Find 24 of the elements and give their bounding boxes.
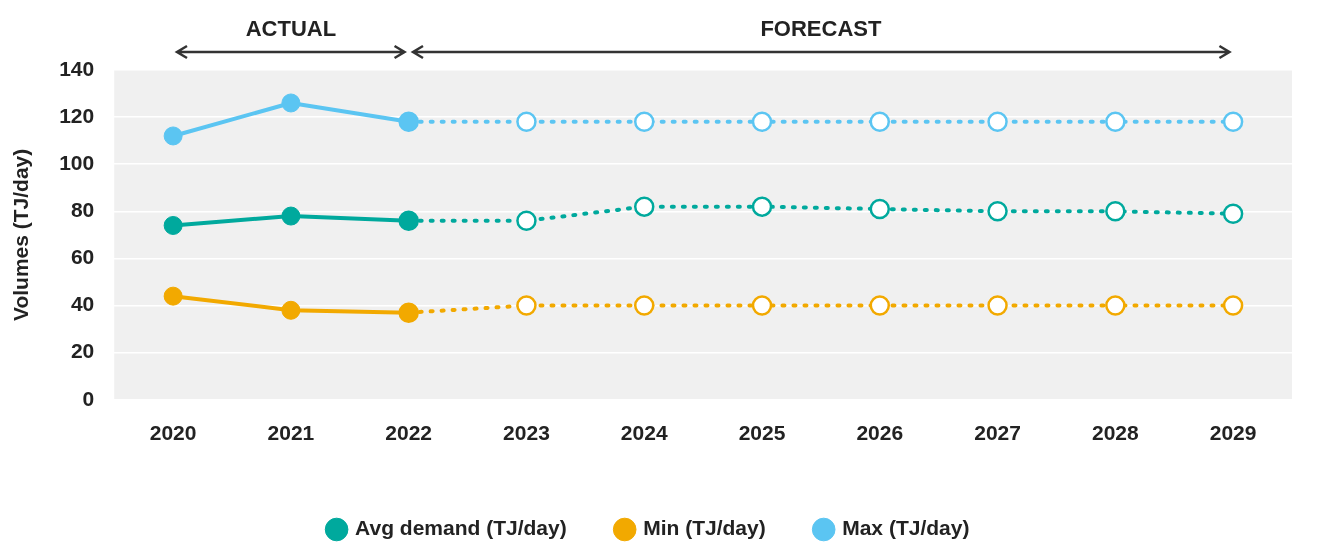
x-tick-label: 2024 — [620, 421, 668, 445]
y-tick-label: 120 — [59, 103, 95, 127]
y-tick-label: 80 — [70, 198, 95, 222]
x-tick-label: 2020 — [149, 421, 197, 445]
text: FORECAST — [760, 16, 882, 42]
y-tick-label: 40 — [70, 292, 95, 316]
y-tick-label: 0 — [82, 386, 95, 410]
x-tick-label: 2029 — [1209, 421, 1257, 445]
x-tick-label: 2022 — [385, 421, 433, 445]
y-tick-label: 20 — [70, 339, 95, 363]
y-tick-label: 100 — [59, 151, 95, 175]
x-tick-label: 2026 — [856, 421, 904, 445]
x-tick-label: 2028 — [1091, 421, 1140, 445]
legend-label: Max (TJ/day) — [842, 516, 970, 540]
text: ACTUAL — [245, 16, 337, 42]
x-tick-label: 2027 — [974, 421, 1021, 445]
legend-label: Min (TJ/day) — [643, 516, 766, 540]
y-tick-label: 140 — [59, 56, 95, 80]
y-axis-title: Volumes (TJ/day) — [9, 148, 33, 322]
x-tick-label: 2021 — [267, 421, 315, 445]
x-tick-label: 2023 — [503, 421, 550, 445]
legend-label: Avg demand (TJ/day) — [355, 516, 567, 540]
x-tick-label: 2025 — [738, 421, 786, 445]
y-tick-label: 60 — [70, 245, 95, 269]
